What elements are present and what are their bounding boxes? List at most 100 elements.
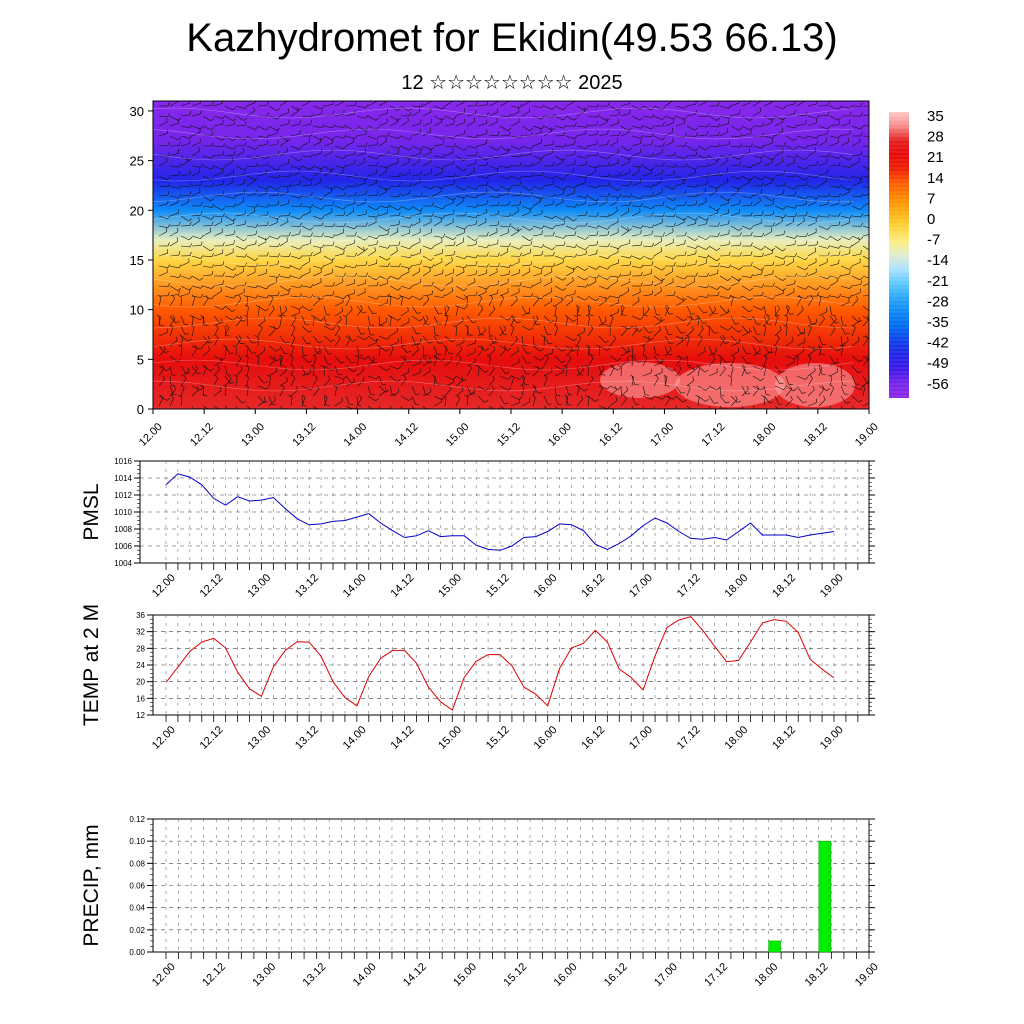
wind-barb-feather [277,150,280,155]
wind-barb-feather [211,221,214,226]
wind-barb [367,215,377,218]
wind-barb [433,335,440,344]
wind-barb-feather [288,183,292,188]
wind-barb-feather [519,175,523,180]
wind-barb [213,221,223,227]
wind-barb-feather [474,238,479,241]
wind-barb-feather [281,384,285,389]
wind-barb-feather [265,236,270,241]
wind-barb [510,230,519,237]
wind-barb [169,275,179,278]
wind-barb-feather [529,128,534,131]
wind-barb-feather [416,312,422,314]
wind-barb [488,101,498,107]
wind-barb [312,345,319,354]
wind-barb [488,112,498,117]
wind-barb-feather [161,364,165,369]
wind-barb-feather [541,366,545,370]
wind-barb-feather [254,355,259,358]
wind-barb [290,377,296,387]
wind-barb-feather [554,324,558,328]
wind-barb [444,244,454,247]
wind-barb [191,235,201,240]
wind-barb [356,335,366,341]
wind-barb [202,165,212,170]
wind-barb [180,215,189,222]
wind-barb [521,225,530,231]
wind-barb [290,184,300,187]
wind-barb-feather [562,277,567,281]
wind-barb-feather [178,344,183,348]
wind-barb-feather [552,225,556,230]
wind-barb [455,112,465,117]
wind-barb-feather [537,365,540,370]
wind-barb [356,235,366,241]
wind-barb [180,293,190,297]
wind-barb-feather [529,238,534,242]
wind-barb-feather [277,325,281,330]
wind-barb-feather [431,374,436,378]
wind-barb [499,204,509,207]
wind-barb [565,234,575,237]
wind-barb [389,297,392,307]
heatmap-y-tick-label: 0 [137,402,144,417]
wind-barb-feather [203,364,207,368]
wind-barb [466,281,476,287]
wind-barb [169,340,178,347]
wind-barb [202,245,211,252]
wind-barb-feather [453,119,455,124]
wind-barb [444,347,447,357]
wind-barb-feather [442,105,446,110]
wind-barb [213,368,220,377]
wind-barb [323,244,333,247]
wind-barb-feather [343,155,347,159]
wind-barb [257,173,267,177]
wind-barb [576,214,586,217]
wind-barb-feather [179,334,184,338]
wind-barb-feather [442,294,446,298]
wind-barb [411,335,416,345]
wind-barb-feather [193,415,197,416]
wind-barb-feather [442,136,446,140]
wind-barb-feather [255,189,257,195]
wind-barb-feather [343,272,346,277]
wind-barb-feather [398,296,402,300]
wind-barb [521,295,531,298]
wind-barb-feather [364,237,369,241]
wind-barb [290,312,300,317]
wind-barb [235,245,245,250]
wind-barb [444,151,454,157]
wind-barb [543,371,553,377]
wind-barb [323,152,333,157]
wind-barb [235,318,243,327]
wind-barb [290,245,300,250]
wind-barb-feather [530,240,533,245]
wind-barb [565,271,575,277]
wind-barb-feather [277,235,281,240]
wind-barb-feather [551,410,555,412]
wind-barb-feather [211,270,214,275]
wind-barb [213,194,223,197]
wind-barb [532,273,542,277]
wind-barb-feather [273,355,276,360]
heatmap-x-tick-label: 18.00 [751,421,779,449]
x-tick-label: 16.12 [602,961,630,989]
wind-barb-feather [440,217,442,222]
wind-barb [213,337,219,347]
wind-barb [180,235,190,241]
wind-barb-feather [288,232,291,237]
wind-barb-feather [266,211,269,216]
wind-barb-feather [176,237,179,242]
wind-barb-feather [496,147,501,151]
wind-barb [290,110,299,117]
x-tick-label: 18.00 [752,961,780,989]
wind-barb-feather [163,346,166,351]
wind-barb-feather [445,314,450,317]
wind-barb [169,185,179,190]
wind-barb [411,111,420,117]
wind-barb [389,145,399,149]
wind-barb [510,105,520,108]
wind-barb-feather [539,157,542,162]
wind-barb [488,271,498,277]
wind-barb-feather [497,280,500,285]
